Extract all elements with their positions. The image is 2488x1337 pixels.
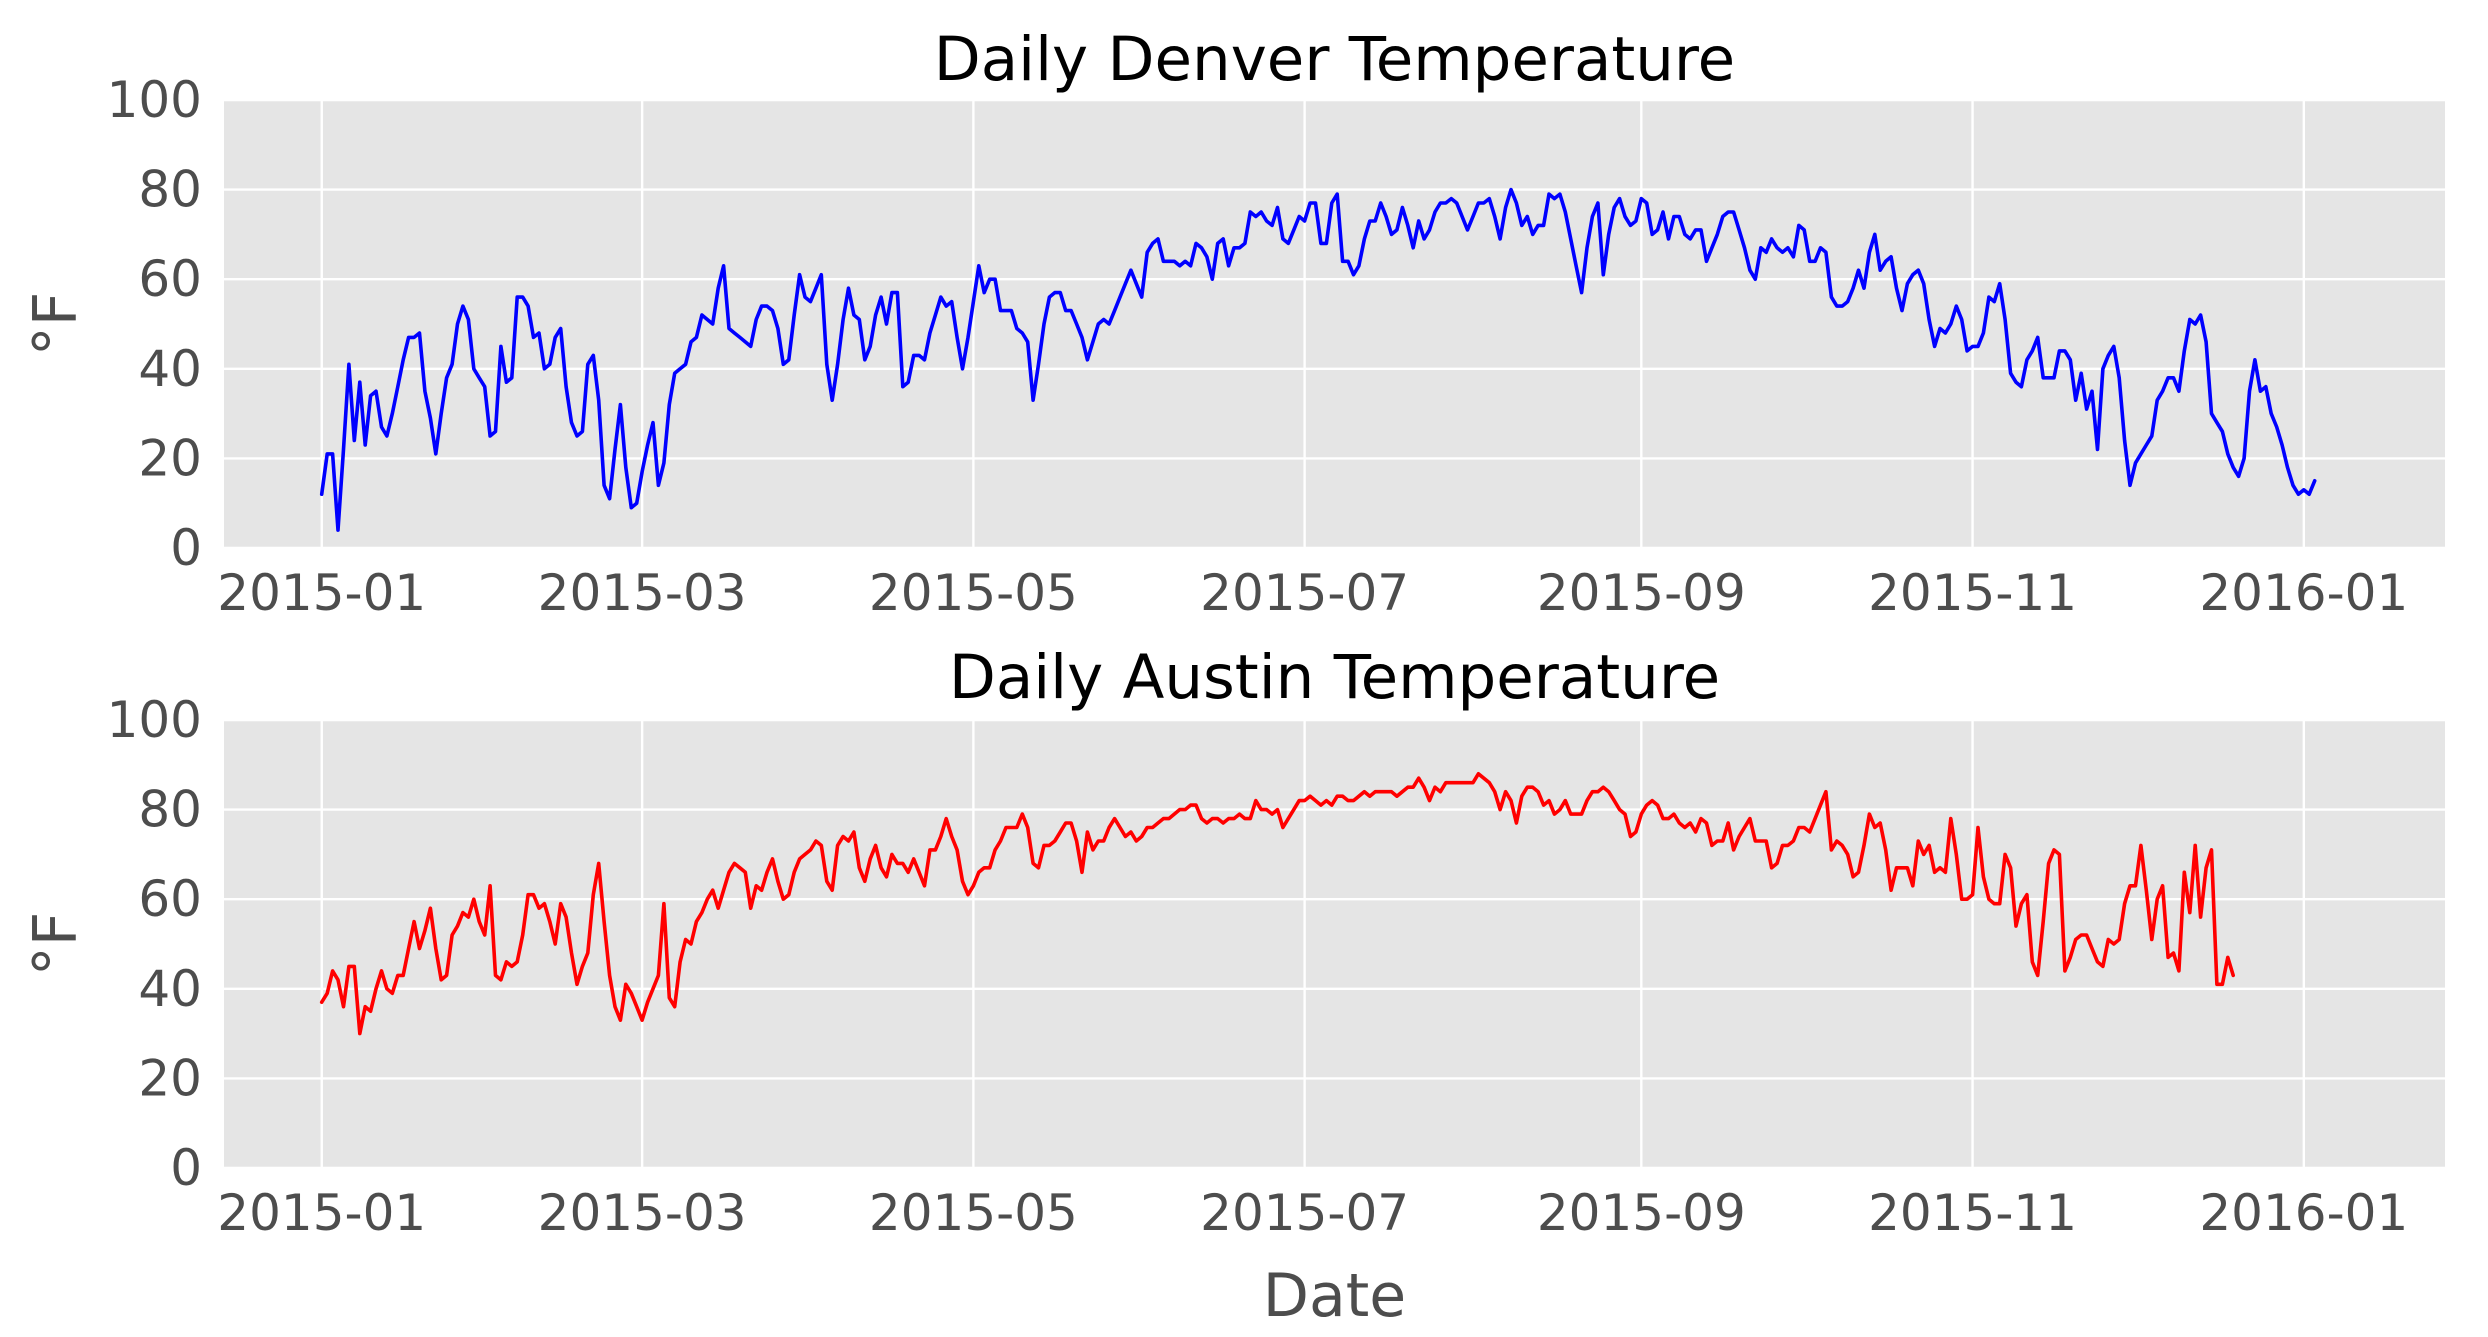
austin-y-axis-label: °F <box>21 912 91 977</box>
denver-x-tick-label: 2015-09 <box>1537 564 1746 622</box>
austin-y-tick-label: 40 <box>138 960 202 1018</box>
denver-y-tick-label: 60 <box>138 250 202 308</box>
austin-y-tick-label: 80 <box>138 781 202 839</box>
denver-chart-panel: 0 20 40 60 80 100 2015-01 2015-03 2015-05 2015-07… <box>21 24 2445 622</box>
denver-y-tick-label: 40 <box>138 340 202 398</box>
austin-x-tick-label: 2015-07 <box>1200 1184 1409 1242</box>
denver-y-axis-label: °F <box>21 292 91 357</box>
austin-x-tick-label: 2015-11 <box>1868 1184 2077 1242</box>
austin-y-tick-label: 20 <box>138 1049 202 1107</box>
austin-x-axis-label: Date <box>1263 1261 1406 1331</box>
austin-x-tick-label: 2015-01 <box>217 1184 426 1242</box>
austin-x-tick-label: 2015-03 <box>538 1184 747 1242</box>
denver-y-tick-label: 20 <box>138 429 202 487</box>
denver-y-tick-label: 0 <box>170 519 202 577</box>
austin-y-tick-label: 100 <box>107 691 202 749</box>
austin-x-tick-label: 2016-01 <box>2199 1184 2408 1242</box>
denver-x-tick-label: 2015-01 <box>217 564 426 622</box>
denver-x-tick-label: 2015-07 <box>1200 564 1409 622</box>
austin-y-tick-label: 60 <box>138 870 202 928</box>
denver-temperature-line <box>319 187 2317 532</box>
austin-y-tick-label: 0 <box>170 1139 202 1197</box>
austin-temperature-line <box>319 771 2235 1036</box>
austin-chart-title: Daily Austin Temperature <box>949 642 1720 713</box>
denver-y-tick-label: 100 <box>107 71 202 129</box>
austin-x-tick-label: 2015-09 <box>1537 1184 1746 1242</box>
austin-x-tick-label: 2015-05 <box>869 1184 1078 1242</box>
denver-x-tick-label: 2015-11 <box>1868 564 2077 622</box>
denver-x-tick-label: 2016-01 <box>2199 564 2408 622</box>
denver-chart-title: Daily Denver Temperature <box>934 24 1735 95</box>
austin-chart-panel: 0 20 40 60 80 100 2015-01 2015-03 2015-05 2015-07… <box>21 642 2445 1331</box>
denver-y-tick-label: 80 <box>138 161 202 219</box>
denver-x-tick-label: 2015-05 <box>869 564 1078 622</box>
denver-x-tick-label: 2015-03 <box>538 564 747 622</box>
denver-plot-area <box>224 100 2445 548</box>
